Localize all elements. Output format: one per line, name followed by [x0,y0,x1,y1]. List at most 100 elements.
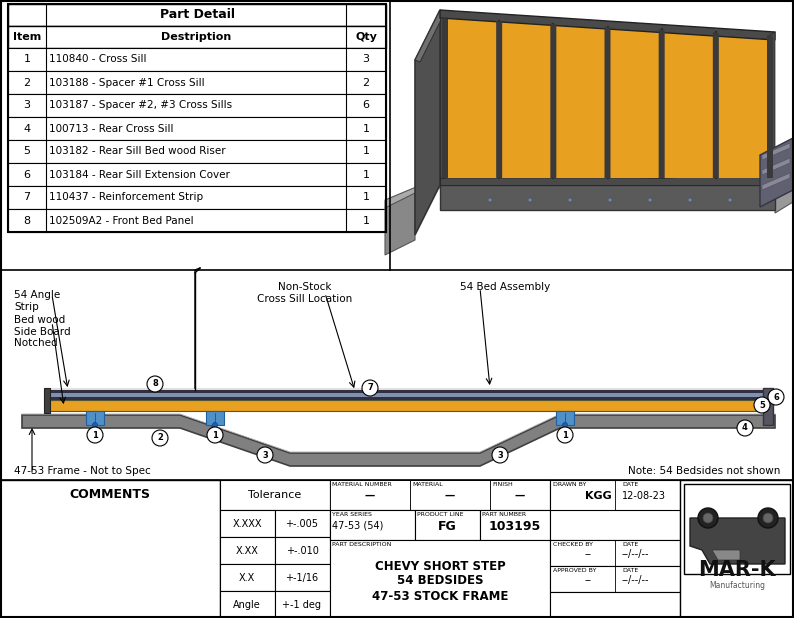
Bar [8,48,386,71]
Text: Tolerance: Tolerance [249,490,302,500]
Polygon shape [415,10,445,62]
Text: 47-53 Frame - Not to Spec: 47-53 Frame - Not to Spec [14,466,151,476]
Circle shape [92,423,98,428]
Text: YEAR SERIES: YEAR SERIES [332,512,372,517]
Bar [415,510,480,540]
Text: Item: Item [13,32,41,42]
Bar [556,411,574,425]
Bar [330,510,415,540]
Circle shape [257,447,273,463]
Text: 1: 1 [212,431,218,439]
Circle shape [728,198,732,202]
Bar [550,566,680,592]
Text: DATE: DATE [622,542,638,547]
Bar [220,591,275,618]
Text: 4: 4 [24,124,30,133]
Bar [86,411,104,425]
Text: --: -- [585,575,592,585]
Text: 1: 1 [363,169,369,179]
Polygon shape [762,143,790,160]
Polygon shape [659,29,665,178]
Polygon shape [775,172,793,213]
Text: Manufacturing: Manufacturing [709,582,765,591]
Circle shape [557,427,573,443]
Text: 103188 - Spacer #1 Cross Sill: 103188 - Spacer #1 Cross Sill [49,77,205,88]
Text: 103182 - Rear Sill Bed wood Riser: 103182 - Rear Sill Bed wood Riser [49,146,225,156]
Bar [550,480,680,510]
Bar [275,537,330,564]
Circle shape [362,380,378,396]
Text: 2: 2 [157,433,163,442]
Polygon shape [445,18,770,178]
Circle shape [763,513,773,523]
Text: —: — [515,491,525,501]
Circle shape [608,198,612,202]
Bar [480,510,550,540]
Text: PART NUMBER: PART NUMBER [482,512,526,517]
Bar [8,94,386,117]
Text: CHEVY SHORT STEP: CHEVY SHORT STEP [375,559,505,572]
Text: +-.010: +-.010 [286,546,318,556]
Circle shape [207,427,223,443]
Bar [684,484,790,574]
Text: Part Detail: Part Detail [160,9,234,22]
Text: DRAWN BY: DRAWN BY [553,482,587,487]
Bar [755,401,764,409]
Bar [220,480,330,510]
Text: 100713 - Rear Cross Sill: 100713 - Rear Cross Sill [49,124,174,133]
Circle shape [688,198,692,202]
Text: 103187 - Spacer #2, #3 Cross Sills: 103187 - Spacer #2, #3 Cross Sills [49,101,232,111]
Bar [275,510,330,537]
Bar [48,390,763,393]
Circle shape [568,198,572,202]
Text: 102509A2 - Front Bed Panel: 102509A2 - Front Bed Panel [49,216,194,226]
Text: 2: 2 [24,77,30,88]
Text: MATERIAL: MATERIAL [412,482,443,487]
Polygon shape [550,23,557,178]
Bar [330,510,550,540]
Polygon shape [690,518,785,564]
Bar [220,537,275,564]
Bar [206,411,224,425]
Bar [48,388,763,390]
Bar [48,397,763,400]
Bar [8,4,386,232]
Bar [220,510,275,537]
Text: 3: 3 [363,54,369,64]
Text: +-.005: +-.005 [286,519,318,529]
Text: MATERIAL NUMBER: MATERIAL NUMBER [332,482,391,487]
Bar [330,480,410,510]
Circle shape [768,389,784,405]
Circle shape [703,513,713,523]
Bar [550,540,680,566]
Polygon shape [440,158,793,189]
Text: 7: 7 [367,384,373,392]
Circle shape [698,508,718,528]
Bar [330,540,550,618]
Text: DATE: DATE [622,482,638,487]
Text: PRODUCT LINE: PRODUCT LINE [417,512,464,517]
Text: +-1/16: +-1/16 [285,573,318,583]
Text: 103195: 103195 [489,520,542,533]
Text: —: — [445,491,455,501]
Circle shape [758,508,778,528]
Text: Note: 54 Bedsides not shown: Note: 54 Bedsides not shown [627,466,780,476]
Text: 1: 1 [363,146,369,156]
Text: 1: 1 [363,124,369,133]
Text: APPROVED BY: APPROVED BY [553,568,596,573]
Text: +-1 deg: +-1 deg [283,600,322,610]
Text: 54 BEDSIDES: 54 BEDSIDES [397,574,484,586]
Circle shape [737,420,753,436]
Text: 1: 1 [92,431,98,439]
Text: Angle: Angle [233,600,261,610]
Polygon shape [415,10,440,235]
Text: 1: 1 [24,54,30,64]
Text: 54 Angle
Strip: 54 Angle Strip [14,290,60,311]
Text: X.XXX: X.XXX [233,519,262,529]
Text: Non-Stock
Cross Sill Location: Non-Stock Cross Sill Location [257,282,353,303]
Polygon shape [712,550,740,560]
Bar [8,186,386,209]
Polygon shape [440,185,775,210]
Circle shape [488,198,492,202]
Text: 6: 6 [24,169,30,179]
